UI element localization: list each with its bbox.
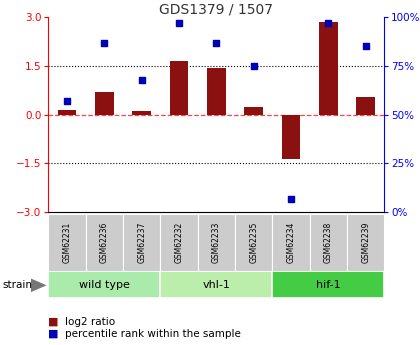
Polygon shape <box>31 278 47 292</box>
Bar <box>319 22 338 115</box>
Bar <box>48 271 160 298</box>
Bar <box>58 110 76 115</box>
Text: vhl-1: vhl-1 <box>202 280 230 289</box>
Point <box>213 40 220 45</box>
Bar <box>198 214 235 271</box>
Bar <box>235 214 272 271</box>
Bar <box>48 214 86 271</box>
Text: strain: strain <box>2 280 32 290</box>
Text: GSM62238: GSM62238 <box>324 222 333 263</box>
Text: log2 ratio: log2 ratio <box>65 317 115 326</box>
Bar <box>95 92 114 115</box>
Text: GSM62234: GSM62234 <box>286 222 295 263</box>
Point <box>325 20 332 26</box>
Bar <box>170 61 188 115</box>
Text: hif-1: hif-1 <box>316 280 341 289</box>
Bar <box>272 271 384 298</box>
Point <box>288 196 294 201</box>
Bar <box>207 68 226 115</box>
Bar <box>347 214 384 271</box>
Point <box>138 77 145 82</box>
Bar <box>160 214 198 271</box>
Text: ■: ■ <box>48 329 59 339</box>
Text: ■: ■ <box>48 317 59 326</box>
Bar <box>160 271 272 298</box>
Text: GSM62233: GSM62233 <box>212 222 221 263</box>
Point <box>176 20 182 26</box>
Bar <box>123 214 160 271</box>
Point <box>250 63 257 69</box>
Bar <box>282 115 300 159</box>
Bar <box>310 214 347 271</box>
Text: GSM62237: GSM62237 <box>137 222 146 263</box>
Text: GSM62236: GSM62236 <box>100 222 109 263</box>
Text: GSM62232: GSM62232 <box>174 222 184 263</box>
Text: wild type: wild type <box>79 280 130 289</box>
Text: GSM62231: GSM62231 <box>63 222 71 263</box>
Bar <box>132 111 151 115</box>
Point <box>362 44 369 49</box>
Text: percentile rank within the sample: percentile rank within the sample <box>65 329 241 339</box>
Bar <box>356 97 375 115</box>
Point <box>63 98 70 104</box>
Bar <box>244 107 263 115</box>
Bar <box>86 214 123 271</box>
Text: GSM62239: GSM62239 <box>361 222 370 263</box>
Point <box>101 40 108 45</box>
Text: GSM62235: GSM62235 <box>249 222 258 263</box>
Title: GDS1379 / 1507: GDS1379 / 1507 <box>159 2 273 16</box>
Bar <box>272 214 310 271</box>
